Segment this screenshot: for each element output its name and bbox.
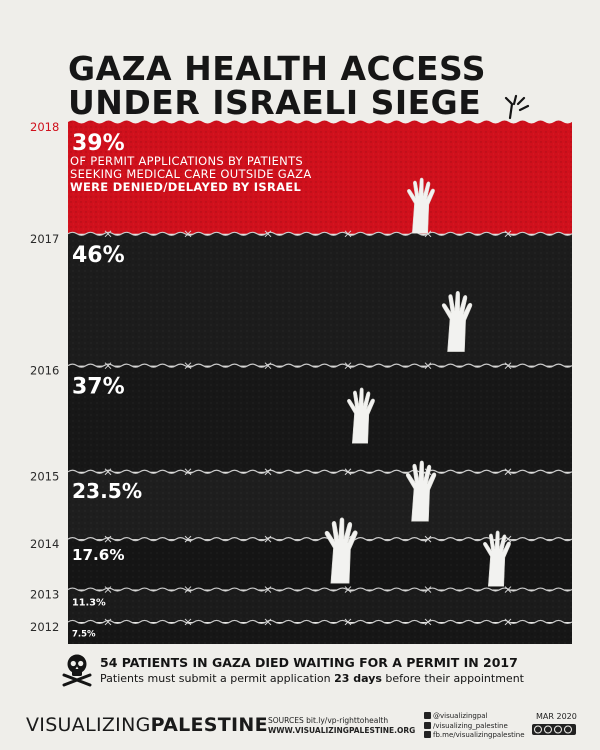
- brand-strong: PALESTINE: [150, 714, 268, 736]
- barbed-wire-icon: [67, 469, 573, 474]
- footer-note-prefix: Patients must submit a permit applicatio…: [100, 672, 335, 685]
- value-label-2012: 7.5%: [72, 629, 96, 639]
- publish-date: MAR 2020: [536, 712, 577, 721]
- wire-barb: [104, 586, 112, 593]
- barbed-wire-icon: [67, 587, 573, 592]
- wire-barb: [504, 362, 512, 370]
- highlight-description: OF PERMIT APPLICATIONS BY PATIENTS SEEKI…: [70, 155, 400, 194]
- wire-barb: [264, 362, 272, 370]
- wire-barb: [184, 468, 192, 476]
- wire-barb: [344, 468, 352, 476]
- twitter-icon: [424, 712, 431, 719]
- wire-barb: [104, 618, 112, 626]
- wire-barb: [104, 535, 112, 543]
- wire-barb: [424, 586, 432, 593]
- band-texture-2014: [68, 537, 572, 590]
- band-texture-2016: [68, 364, 572, 472]
- wire-barb: [424, 618, 432, 626]
- wire-barb: [424, 362, 432, 370]
- value-label-2013: 11.3%: [72, 597, 106, 608]
- year-label-2017: 2017: [30, 232, 59, 246]
- title-line-2: UNDER ISRAELI SIEGE: [68, 83, 482, 122]
- brand-light: VISUALIZING: [26, 714, 151, 736]
- year-label-2016: 2016: [30, 364, 59, 378]
- brand-logo: VISUALIZINGPALESTINE: [26, 714, 268, 736]
- band-texture-2017: [68, 232, 572, 366]
- creative-commons-icon: [532, 724, 576, 735]
- wire-barb: [184, 362, 192, 370]
- title-line-1: GAZA HEALTH ACCESS: [68, 49, 487, 88]
- wire-barb: [504, 586, 512, 593]
- band-texture-2012: [68, 620, 572, 644]
- wire-barb: [104, 362, 112, 370]
- social-instagram[interactable]: /visualizing_palestine: [424, 721, 525, 732]
- wire-barb: [264, 468, 272, 476]
- wire-barb: [264, 586, 272, 593]
- twitter-handle: @visualizingpal: [433, 712, 488, 720]
- year-label-2018: 2018: [30, 120, 59, 134]
- wire-barb: [504, 618, 512, 626]
- band-texture-2018: [68, 120, 572, 234]
- desc-line-2: SEEKING MEDICAL CARE OUTSIDE GAZA: [70, 167, 312, 181]
- bands: [67, 120, 573, 644]
- reaching-hand-icon: [504, 94, 530, 120]
- footer-note: Patients must submit a permit applicatio…: [100, 672, 524, 685]
- facebook-handle: fb.me/visualizingpalestine: [433, 731, 525, 739]
- sources-line-2: WWW.VISUALIZINGPALESTINE.ORG: [268, 726, 416, 735]
- desc-line-1: OF PERMIT APPLICATIONS BY PATIENTS: [70, 154, 303, 168]
- reaching-hands: [324, 94, 530, 587]
- wire-barb: [344, 586, 352, 593]
- value-label-2018: 39%: [72, 131, 125, 156]
- year-and-value-labels: 2018 39% 2017 46% 2016 37% 2015 23.5% 2014 17.6% 2…: [30, 120, 142, 639]
- band-texture-2015: [68, 470, 572, 540]
- year-label-2012: 2012: [30, 620, 59, 634]
- wire-barb: [184, 586, 192, 593]
- wire-barb: [264, 230, 272, 238]
- year-label-2015: 2015: [30, 470, 59, 484]
- facebook-icon: [424, 731, 431, 738]
- value-label-2014: 17.6%: [72, 546, 124, 564]
- value-label-2017: 46%: [72, 243, 125, 268]
- social-links: @visualizingpal /visualizing_palestine f…: [424, 712, 525, 741]
- footer-note-suffix: before their appointment: [381, 672, 524, 685]
- wire-barb: [104, 230, 112, 238]
- skull-crossbones-icon: [62, 654, 92, 687]
- desc-line-3: WERE DENIED/DELAYED BY ISRAEL: [70, 180, 302, 194]
- sources-line-1: SOURCES bit.ly/vp-righttohealth: [268, 716, 389, 725]
- barbed-wire-icon: [67, 363, 573, 368]
- barbed-wire-icon: [67, 231, 573, 236]
- wire-barb: [424, 535, 432, 543]
- value-label-2016: 37%: [72, 375, 125, 400]
- value-label-2015: 23.5%: [72, 479, 142, 503]
- wire-barb: [344, 230, 352, 238]
- wire-barb: [344, 362, 352, 370]
- wire-barb: [504, 468, 512, 476]
- wire-barb: [184, 230, 192, 238]
- barbed-wire-icon: [67, 619, 573, 625]
- footer-note-days: 23 days: [334, 672, 382, 685]
- wire-barb: [264, 618, 272, 626]
- instagram-icon: [424, 721, 431, 729]
- band-texture-2013: [68, 588, 572, 622]
- social-facebook[interactable]: fb.me/visualizingpalestine: [424, 731, 525, 741]
- wire-barb: [184, 535, 192, 543]
- wire-barb: [344, 618, 352, 626]
- chart: 2018 39% 2017 46% 2016 37% 2015 23.5% 2014 17.6% 2…: [30, 94, 573, 644]
- instagram-handle: /visualizing_palestine: [433, 721, 508, 730]
- wire-barb: [184, 618, 192, 626]
- barbed-wire-icon: [67, 537, 573, 542]
- social-twitter[interactable]: @visualizingpal: [424, 712, 525, 722]
- wire-barb: [504, 230, 512, 238]
- year-label-2013: 2013: [30, 588, 59, 602]
- footer-fact: 54 PATIENTS IN GAZA DIED WAITING FOR A P…: [100, 655, 518, 670]
- year-label-2014: 2014: [30, 537, 59, 551]
- wire-barb: [264, 535, 272, 543]
- sources: SOURCES bit.ly/vp-righttohealth WWW.VISU…: [268, 716, 415, 736]
- wire-barb: [104, 468, 112, 476]
